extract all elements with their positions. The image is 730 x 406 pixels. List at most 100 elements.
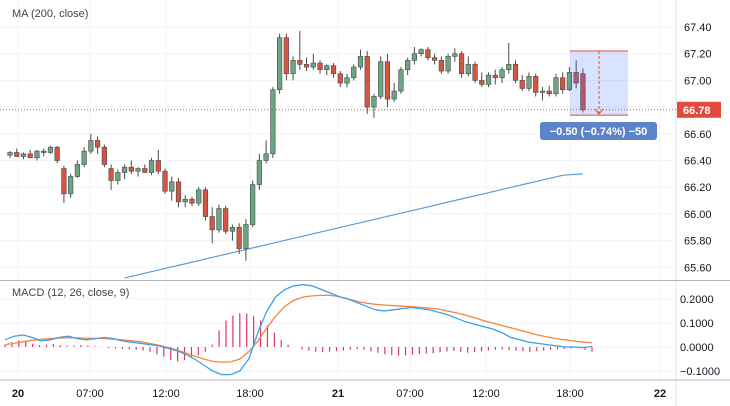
candle-body-up xyxy=(391,90,397,100)
candle-body-down xyxy=(236,226,242,249)
candle-body-up xyxy=(418,49,424,54)
candle-body-up xyxy=(81,150,87,165)
candle xyxy=(357,49,364,70)
candle xyxy=(337,71,343,88)
candle-body-up xyxy=(290,60,296,75)
candle xyxy=(560,72,566,94)
candle xyxy=(14,148,20,157)
candle-body-up xyxy=(506,64,512,71)
price-tick-label: 65.60 xyxy=(684,262,712,274)
candle-body-up xyxy=(398,69,404,92)
candle-body-up xyxy=(243,224,249,249)
candle xyxy=(485,72,492,88)
candle xyxy=(142,164,148,173)
candle-body-up xyxy=(47,146,54,153)
candle xyxy=(115,169,121,185)
candle-body-up xyxy=(250,184,256,225)
candle-body-down xyxy=(223,208,229,232)
candle-body-up xyxy=(121,166,128,173)
candle-body-up xyxy=(256,160,262,185)
macd-layer xyxy=(4,283,593,376)
candle-body-up xyxy=(20,153,27,157)
candle xyxy=(533,73,539,97)
candle xyxy=(68,173,74,198)
candle xyxy=(324,64,330,76)
time-tick-label: 22 xyxy=(654,388,666,400)
macd-tick-label: 0.1000 xyxy=(680,318,714,330)
candle-body-down xyxy=(108,168,114,181)
candle-body-down xyxy=(546,90,552,95)
candle xyxy=(519,75,525,92)
time-tick-label: 18:00 xyxy=(236,388,264,400)
candle-body-up xyxy=(452,53,458,57)
candle xyxy=(128,160,134,174)
candle xyxy=(512,60,519,84)
candle xyxy=(216,204,222,233)
candle xyxy=(54,145,60,164)
candle-body-down xyxy=(317,62,323,71)
last-price-label: 66.78 xyxy=(683,105,711,117)
candle-body-down xyxy=(438,60,444,72)
candle xyxy=(88,133,94,154)
candle xyxy=(27,149,33,159)
time-tick-label: 21 xyxy=(332,388,344,400)
measure-tool[interactable]: −0.50 (−0.74%) −50 xyxy=(540,50,657,140)
candle xyxy=(169,176,175,201)
candle xyxy=(155,149,161,174)
candle xyxy=(283,33,289,81)
candle xyxy=(398,67,404,94)
candle xyxy=(384,53,391,108)
candle xyxy=(95,136,101,154)
candle-body-down xyxy=(14,152,20,157)
candle xyxy=(263,140,269,164)
candle xyxy=(458,51,465,78)
candle-body-up xyxy=(553,77,559,95)
candle xyxy=(438,56,444,74)
macd-tick-label: 0.2000 xyxy=(680,294,714,306)
candle-body-down xyxy=(142,168,148,173)
candle-body-down xyxy=(101,146,107,165)
candle xyxy=(135,167,141,177)
price-tick-label: 67.20 xyxy=(684,49,712,61)
candle-body-up xyxy=(182,198,188,203)
candle xyxy=(196,187,202,206)
time-tick-label: 12:00 xyxy=(472,388,500,400)
candle-body-up xyxy=(371,96,377,108)
candle-body-up xyxy=(405,60,411,71)
candle-body-down xyxy=(202,189,209,217)
candle xyxy=(472,61,478,84)
candle-body-down xyxy=(519,80,525,89)
candle xyxy=(121,164,128,180)
macd-pane-title: MACD (12, 26, close, 9) xyxy=(12,287,129,299)
time-tick-label: 07:00 xyxy=(396,388,424,400)
price-tick-label: 67.40 xyxy=(684,22,712,34)
candle xyxy=(418,48,424,57)
candle xyxy=(364,51,370,114)
candle-body-down xyxy=(162,170,168,192)
candle-body-up xyxy=(357,56,364,68)
candle xyxy=(539,87,546,101)
candle xyxy=(330,63,337,78)
candle xyxy=(297,31,303,70)
candle-body-down xyxy=(61,168,67,195)
candle xyxy=(148,157,155,176)
measure-label-box xyxy=(540,122,657,140)
candle-body-down xyxy=(330,65,337,75)
candle-body-down xyxy=(479,80,485,85)
candle-body-up xyxy=(148,160,155,173)
candle xyxy=(20,152,27,160)
candle xyxy=(492,69,498,85)
candle xyxy=(432,53,438,65)
candle xyxy=(526,72,532,92)
price-tick-label: 66.00 xyxy=(684,209,712,221)
candle-body-up xyxy=(115,172,121,181)
candle xyxy=(209,207,215,244)
candle-body-down xyxy=(155,160,161,172)
candle-body-down xyxy=(425,49,431,59)
candle-body-up xyxy=(229,226,236,232)
moving-average-layer xyxy=(124,173,583,279)
macd-signal-line xyxy=(4,294,593,363)
candle-body-up xyxy=(539,90,546,93)
candle xyxy=(175,177,182,208)
